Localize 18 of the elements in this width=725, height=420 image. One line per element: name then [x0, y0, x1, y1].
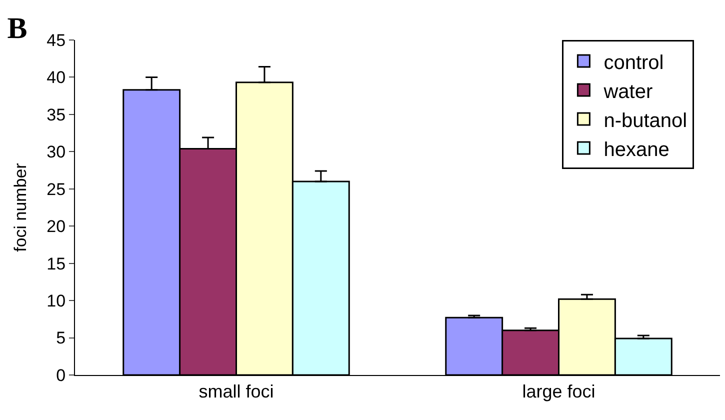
y-tick-label: 5: [56, 328, 66, 348]
legend-label: n-butanol: [604, 110, 688, 132]
y-tick-label: 40: [46, 68, 66, 88]
y-tick-label: 0: [56, 366, 66, 385]
x-tick-label: large foci: [522, 382, 596, 402]
y-tick-label: 25: [46, 180, 66, 199]
legend-label: water: [602, 80, 653, 103]
y-tick-label: 35: [46, 105, 66, 124]
legend-label: hexane: [604, 138, 670, 161]
y-axis-title: foci number: [11, 162, 30, 252]
legend-label: control: [604, 52, 664, 74]
x-tick-label: small foci: [198, 382, 274, 402]
chart-title: B: [7, 12, 28, 45]
y-tick-label: 30: [46, 142, 66, 162]
y-tick-label: 10: [46, 292, 66, 311]
y-tick-label: 20: [46, 217, 66, 236]
y-tick-label: 15: [46, 254, 66, 274]
y-tick-label: 45: [46, 30, 66, 50]
